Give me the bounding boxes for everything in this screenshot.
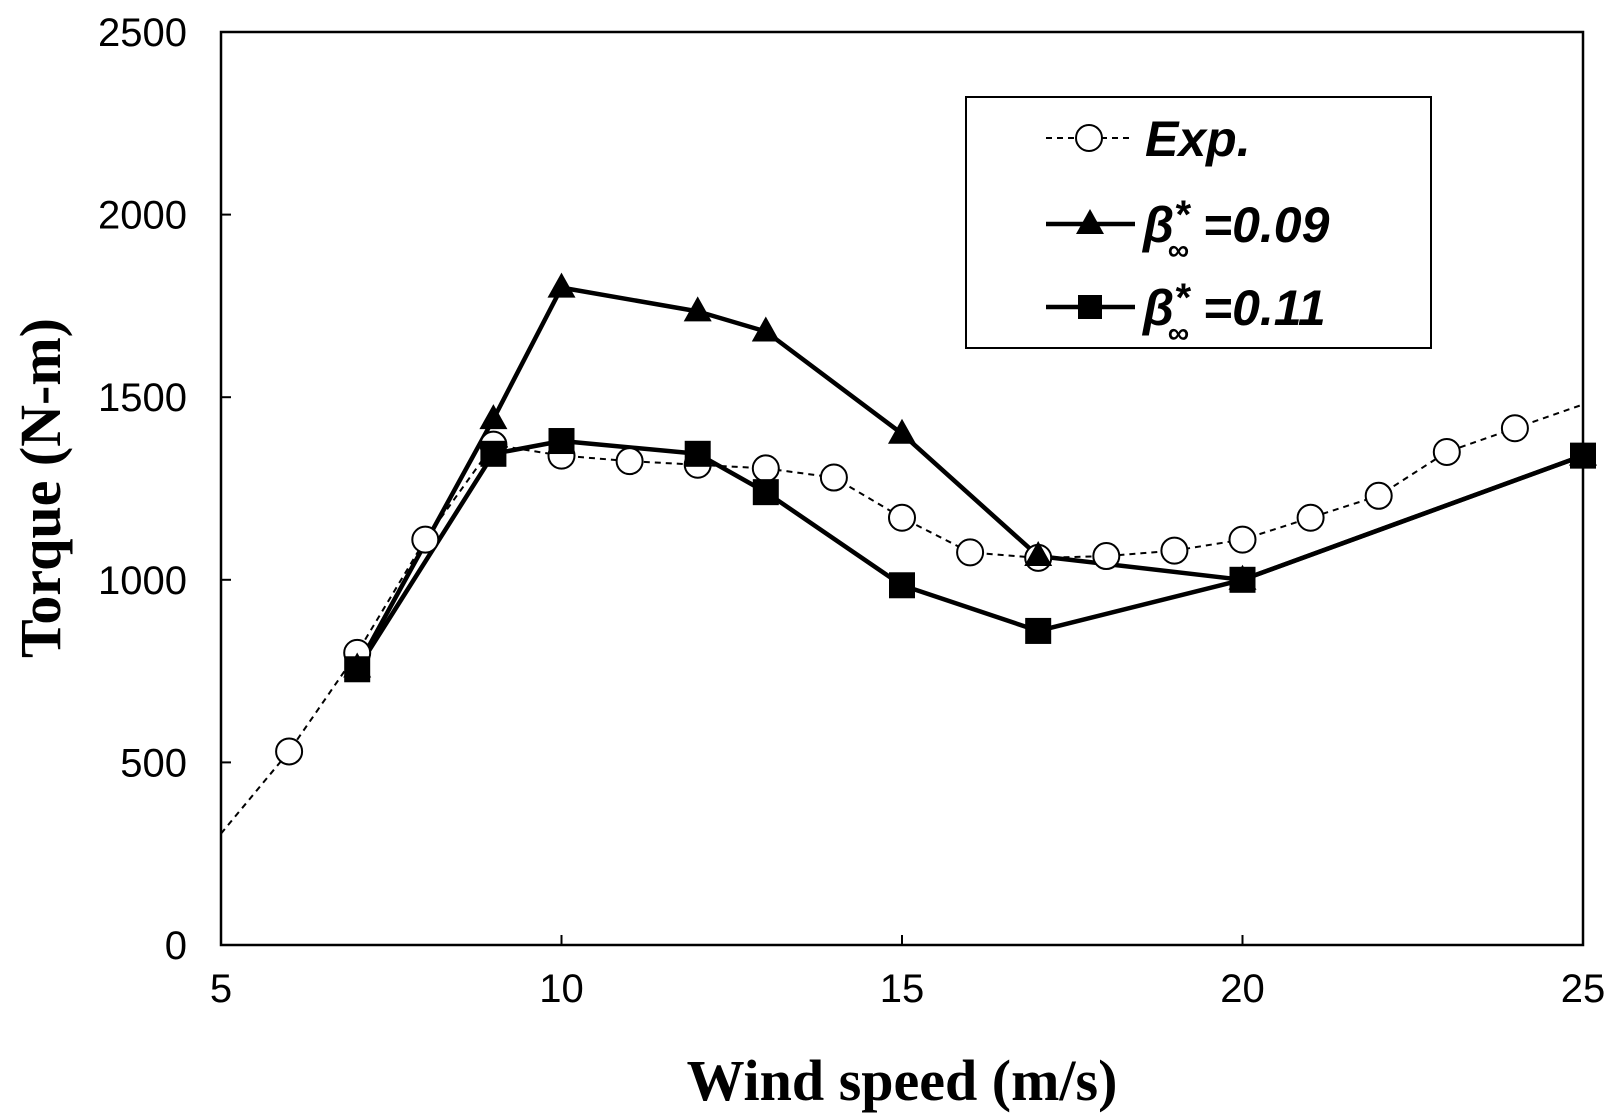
legend-entry-beta-009: β* ∞ =0.09 [1046,193,1330,267]
data-point-exp [411,525,440,554]
y-tick-label: 0 [165,924,187,968]
legend-beta-subscript: ∞ [1168,234,1189,267]
legend-beta-value: =0.11 [1189,280,1326,336]
y-tick-label: 1500 [98,376,187,420]
legend-label-beta-009: β* ∞ =0.09 [1141,193,1330,267]
data-point-exp [1500,414,1529,443]
y-tick-label: 1000 [98,559,187,603]
series-markers [275,272,1597,766]
data-point-exp [1432,437,1461,466]
data-point-exp [615,447,644,476]
legend-entry-beta-011: β* ∞ =0.11 [1046,276,1326,350]
y-tick-label: 500 [120,741,187,785]
data-point-beta-011 [752,479,779,506]
legend-marker-beta-011 [1078,295,1102,319]
data-point-beta-011 [684,440,711,467]
data-point-beta-011 [480,440,507,467]
data-point-exp [1160,536,1189,565]
y-axis-title: Torque (N-m) [8,318,73,658]
legend-beta-symbol: β [1141,280,1174,336]
data-point-exp [956,538,985,567]
data-point-beta-011 [1570,442,1596,469]
legend-beta-symbol: β [1141,197,1174,253]
x-tick-label: 25 [1561,967,1606,1011]
data-point-beta-009 [547,272,576,298]
data-point-beta-009 [683,296,712,322]
series-line-exp [220,403,1584,835]
x-tick-label: 20 [1220,967,1265,1011]
data-point-exp [751,454,780,483]
data-point-beta-009 [1024,541,1053,567]
data-point-beta-009 [751,316,780,342]
legend-entry-exp: Exp. [1046,111,1251,167]
data-point-beta-011 [548,428,575,455]
data-point-exp [275,737,304,766]
data-point-beta-011 [889,572,915,599]
legend-marker-exp [1075,124,1103,152]
legend-beta-superscript: * [1174,276,1192,320]
legend-label-exp: Exp. [1145,111,1251,167]
data-point-exp [888,503,916,532]
legend-marker-beta-009 [1076,209,1104,234]
data-point-beta-011 [1229,566,1256,593]
x-tick-label: 5 [210,967,232,1011]
legend-box [965,96,1432,349]
data-point-exp [1296,503,1325,532]
data-point-beta-011 [1025,617,1052,644]
data-point-beta-009 [479,404,508,430]
y-tick-label: 2000 [98,194,187,238]
legend-beta-superscript: * [1174,193,1192,237]
data-point-exp [819,463,848,492]
data-point-exp [1228,525,1257,554]
data-point-beta-011 [344,656,371,683]
legend: Exp. β* ∞ =0.09 β* ∞ =0.11 [965,96,1432,350]
series-lines [220,285,1584,835]
data-point-beta-009 [888,418,916,444]
axis-ticks: 5 10 15 20 25 0 500 1000 1500 2000 2500 [98,11,1605,1011]
x-tick-label: 10 [539,967,584,1011]
y-tick-label: 2500 [98,11,187,55]
data-point-exp [1092,542,1121,571]
legend-label-beta-011: β* ∞ =0.11 [1141,276,1326,350]
legend-beta-value: =0.09 [1189,197,1330,253]
data-point-exp [1364,481,1393,510]
legend-beta-subscript: ∞ [1168,317,1189,350]
x-axis-title: Wind speed (m/s) [687,1048,1118,1113]
x-tick-label: 15 [880,967,925,1011]
